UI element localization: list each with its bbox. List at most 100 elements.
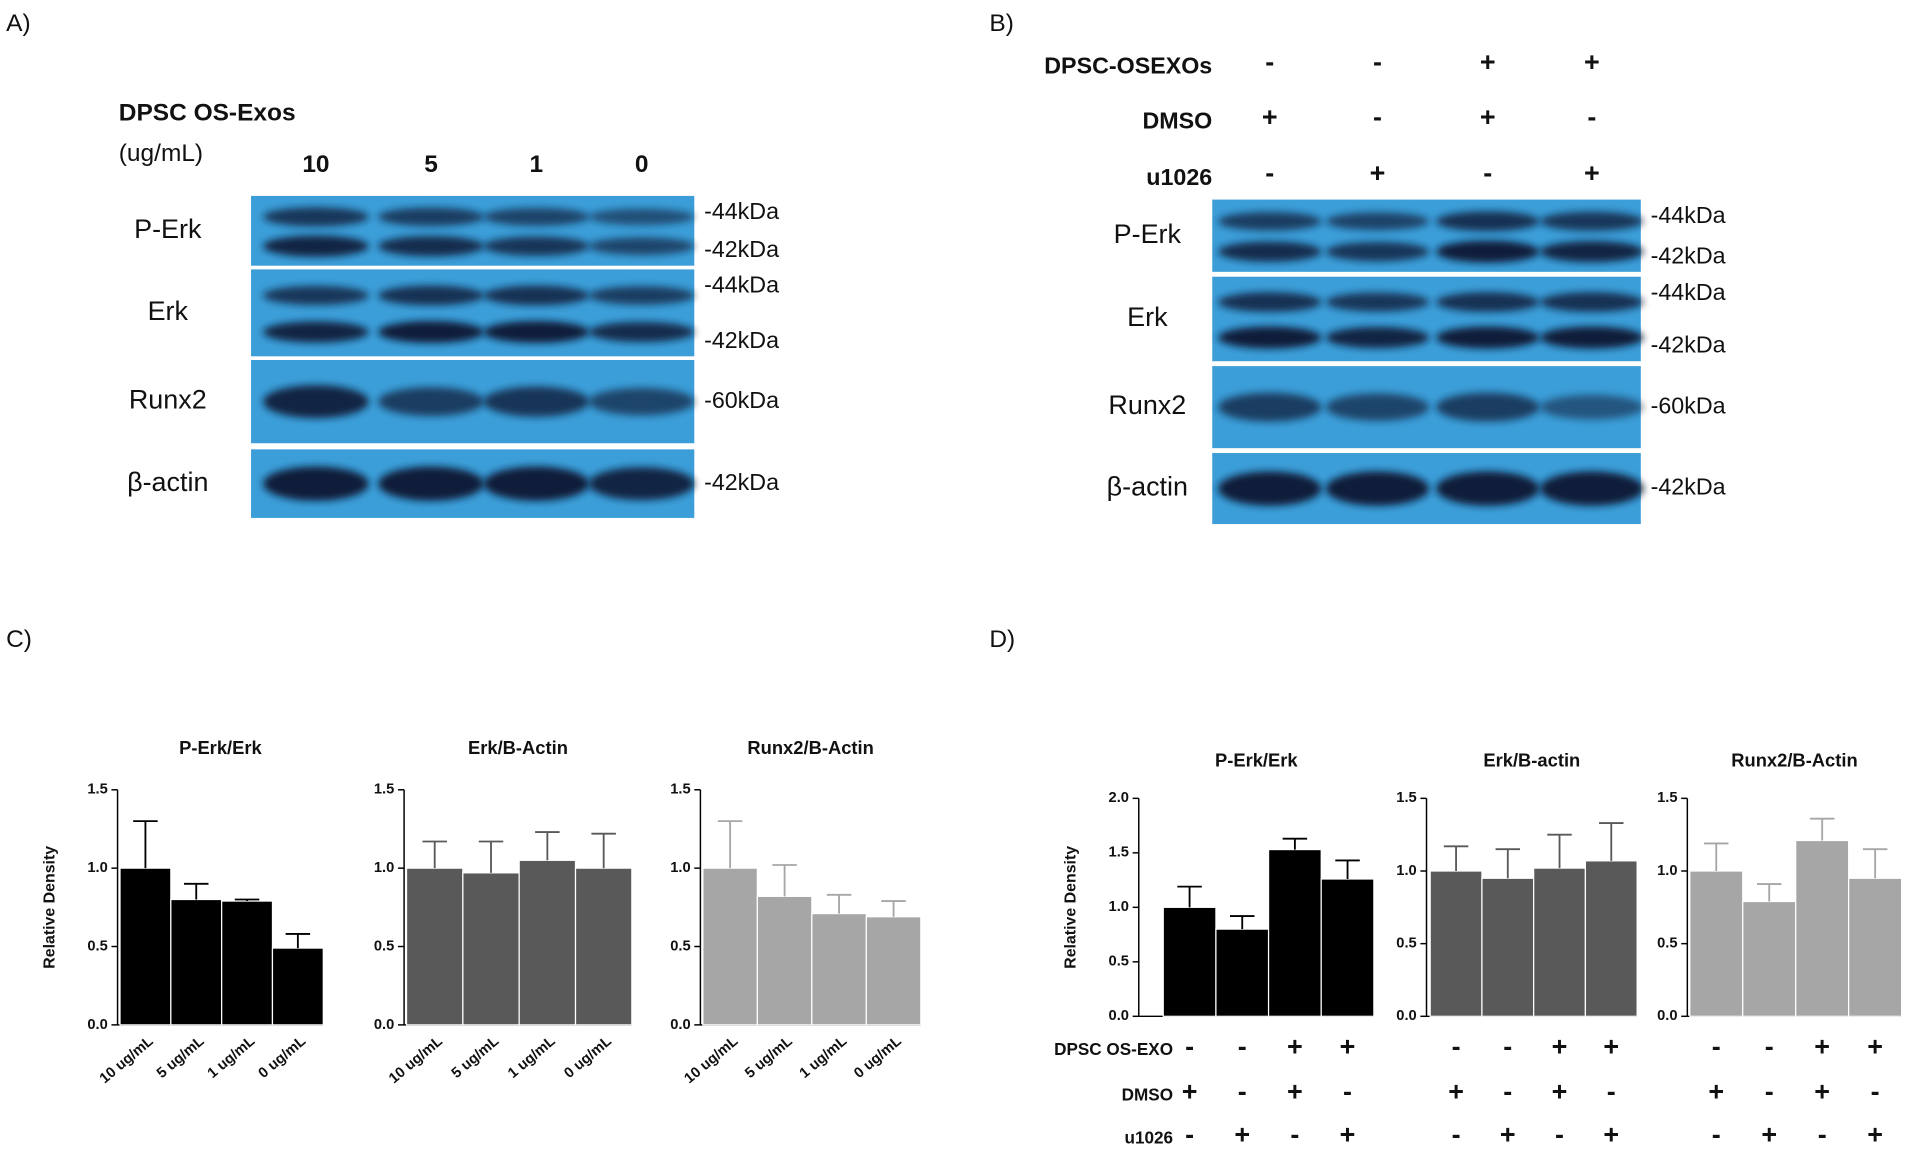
blot-band [483,285,590,306]
bar [1320,878,1375,1017]
error-bar [1495,848,1521,879]
y-axis-label: Relative Density [41,846,58,969]
condition-sign: + [1340,1031,1356,1061]
blot-band [483,236,590,256]
y-tick-label: 1.0 [87,860,107,876]
size-marker: -42kDa [1651,474,1726,500]
bar [1742,900,1797,1017]
error-bar [1443,845,1469,872]
condition-sign: - [1265,158,1274,188]
error-bar [1704,842,1729,872]
blot-band [263,285,369,306]
error-bar [133,820,158,869]
blot-band [483,207,590,226]
treatment-label: DPSC OS-Exos [119,99,296,126]
condition-sign: - [1290,1119,1299,1149]
error-bar [234,898,260,902]
y-tick-label: 1.0 [670,860,690,876]
size-marker: -60kDa [704,387,779,413]
blot-band [263,321,369,343]
condition-sign: - [1373,102,1382,132]
blot-band [1325,393,1430,421]
blot-band [1540,292,1644,312]
error-bar [881,900,906,917]
bar [1689,870,1744,1017]
blot-band [588,321,695,343]
y-tick-label: 1.0 [1109,899,1129,915]
bar [119,867,172,1026]
condition-sign: - [1503,1077,1512,1107]
bar [1429,870,1483,1017]
blot-band [483,466,590,501]
blot-band [1218,326,1322,349]
y-tick-label: 1.0 [1396,863,1416,879]
condition-sign: + [1814,1077,1830,1107]
y-tick-label: 0.0 [1109,1008,1129,1024]
blot-strip [1212,276,1641,362]
x-tick-label: 1 ug/mL [797,1033,850,1081]
blot-band [263,235,369,257]
y-tick-label: 0.5 [1657,936,1677,952]
condition-sign: + [1500,1119,1516,1149]
y-tick-label: 0.0 [1396,1008,1416,1024]
chart-title: Erk/B-actin [1483,749,1580,770]
condition-sign: + [1584,47,1600,77]
bar [405,867,464,1026]
y-tick-label: 0.0 [670,1017,690,1033]
row-label: β-actin [1107,472,1188,502]
row-label: Erk [148,296,189,326]
x-tick-label: 1 ug/mL [505,1033,558,1081]
condition-sign: + [1182,1077,1198,1107]
blot-band [1325,471,1430,506]
condition-sign: - [1238,1031,1247,1061]
bar [1215,928,1270,1017]
chart-title: P-Erk/Erk [1215,749,1298,770]
condition-sign: - [1503,1031,1512,1061]
error-bar [1756,883,1782,902]
condition-sign: - [1185,1031,1194,1061]
blot-band [1540,326,1644,349]
error-bar [478,840,504,873]
condition-sign: + [1370,158,1386,188]
condition-sign: + [1603,1119,1619,1149]
x-tick-label: 10 ug/mL [386,1033,446,1087]
condition-sign: + [1480,102,1496,132]
size-marker: -44kDa [1651,202,1726,228]
bar [271,947,324,1026]
condition-sign: + [1340,1119,1356,1149]
blot-band [1218,241,1322,262]
size-marker: -44kDa [704,198,779,224]
blot-band [1325,292,1430,312]
blot-band [1436,471,1540,506]
blot-band [378,466,484,501]
blot-band [263,466,369,501]
error-bar [1809,817,1835,841]
blot-band [1540,241,1644,263]
x-tick-label: 0 ug/mL [256,1033,309,1081]
blot-band [1325,212,1430,231]
condition-sign: + [1867,1119,1883,1149]
error-bar [591,832,616,869]
blot-band [1540,471,1644,506]
panel-label: B) [989,10,1013,37]
blot-band [1436,211,1540,232]
condition-sign: + [1448,1077,1464,1107]
blot-band [378,207,484,227]
condition-sign: + [1761,1119,1777,1149]
bar [756,895,813,1026]
condition-sign: + [1552,1077,1568,1107]
blot-band [1218,471,1322,506]
blot-band [1218,292,1322,312]
condition-sign: + [1603,1031,1619,1061]
panel-label: C) [6,626,32,653]
y-tick-label: 0.0 [87,1017,107,1033]
bar [1795,839,1850,1017]
lane-label: 5 [424,151,438,178]
x-tick-label: 10 ug/mL [97,1033,157,1087]
condition-label: u1026 [1124,1127,1173,1147]
condition-sign: - [1765,1031,1774,1061]
bar [574,867,633,1026]
chart-title: Runx2/B-Actin [747,737,873,758]
condition-sign: - [1765,1077,1774,1107]
